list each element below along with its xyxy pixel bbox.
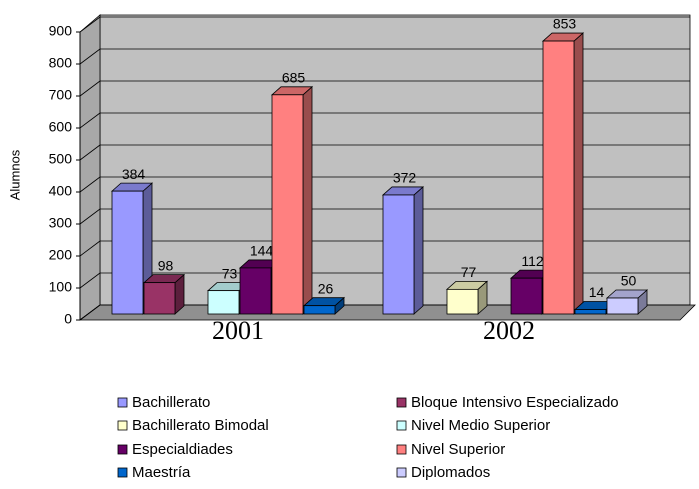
value-label: 98 <box>158 257 174 273</box>
legend-label: Diplomados <box>411 464 490 481</box>
value-label: 73 <box>222 265 238 281</box>
legend-label: Bloque Intensivo Especializado <box>411 394 619 411</box>
bar <box>574 309 607 315</box>
bar <box>382 194 415 315</box>
bar <box>606 297 639 315</box>
value-label: 50 <box>621 273 637 289</box>
legend-marker <box>117 467 128 478</box>
grid-line <box>79 16 101 33</box>
y-tick-label: 300 <box>49 215 73 231</box>
grid-line <box>79 240 101 257</box>
legend-label: Nivel Superior <box>411 441 505 458</box>
bar <box>303 305 336 315</box>
legend-marker <box>117 397 128 408</box>
x-tick-label: 2002 <box>483 316 535 345</box>
bar <box>207 290 240 315</box>
bar <box>239 267 272 315</box>
grid-line <box>79 176 101 193</box>
grid-line <box>79 272 101 289</box>
bar <box>143 282 176 315</box>
y-tick-label: 700 <box>49 87 73 103</box>
bar-side <box>302 85 313 315</box>
bar <box>271 94 304 315</box>
value-label: 384 <box>122 166 146 182</box>
y-tick-label: 800 <box>49 55 73 71</box>
value-label: 14 <box>589 284 605 300</box>
y-tick-label: 100 <box>49 279 73 295</box>
value-label: 372 <box>393 170 417 186</box>
legend-marker <box>396 467 407 478</box>
value-label: 853 <box>553 16 577 32</box>
bar-side <box>413 186 424 315</box>
bar-side <box>573 32 584 315</box>
y-tick-label: 200 <box>49 247 73 263</box>
legend-marker <box>396 397 407 408</box>
legend-label: Nivel Medio Superior <box>411 417 550 434</box>
legend-marker <box>117 420 128 431</box>
bar <box>510 277 543 315</box>
legend-label: Maestría <box>132 464 191 481</box>
y-tick-label: 900 <box>49 23 73 39</box>
value-label: 77 <box>461 264 477 280</box>
y-tick-label: 0 <box>64 311 72 327</box>
grid-line <box>79 144 101 161</box>
legend-marker <box>117 444 128 455</box>
bar <box>542 40 575 315</box>
y-axis-label: Alumnos <box>7 149 22 200</box>
grid-line <box>79 112 101 129</box>
grid-line <box>79 304 101 321</box>
grid-line <box>79 80 101 97</box>
x-tick-label: 2001 <box>212 316 264 345</box>
value-label: 144 <box>250 243 274 259</box>
value-label: 685 <box>282 70 306 86</box>
legend-label: Bachillerato <box>132 394 210 411</box>
legend-label: Especialdiades <box>132 441 233 458</box>
legend-marker <box>396 420 407 431</box>
side-wall <box>79 14 101 321</box>
y-tick-label: 600 <box>49 119 73 135</box>
bar <box>446 288 479 315</box>
legend-marker <box>396 444 407 455</box>
y-tick-label: 500 <box>49 151 73 167</box>
value-label: 26 <box>318 280 334 296</box>
bar <box>111 190 144 315</box>
grid-line <box>79 48 101 65</box>
y-tick-label: 400 <box>49 183 73 199</box>
grid-line <box>79 208 101 225</box>
legend-label: Bachillerato Bimodal <box>132 417 269 434</box>
value-label: 112 <box>521 253 544 269</box>
